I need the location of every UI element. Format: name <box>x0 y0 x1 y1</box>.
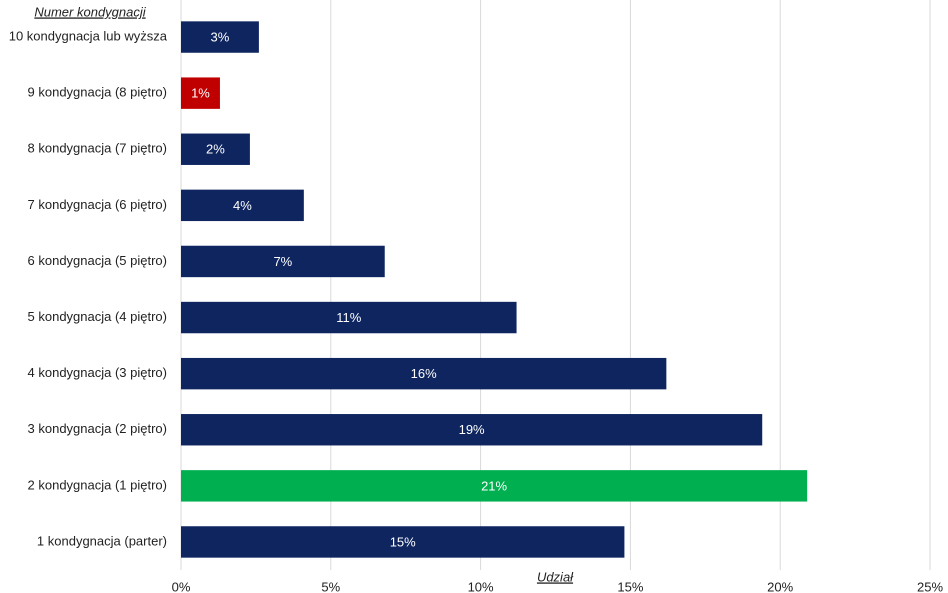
value-label: 3% <box>211 29 230 44</box>
x-tick-label: 25% <box>917 579 943 593</box>
value-label: 16% <box>411 366 437 381</box>
x-tick-label: 20% <box>767 579 793 593</box>
y-tick-label: 6 kondygnacja (5 piętro) <box>28 253 167 268</box>
bar <box>181 526 625 558</box>
x-tick-label: 0% <box>172 579 191 593</box>
value-label: 2% <box>206 142 225 157</box>
value-label: 19% <box>459 422 485 437</box>
y-tick-label: 2 kondygnacja (1 piętro) <box>28 477 167 492</box>
bar <box>181 21 259 53</box>
value-label: 21% <box>481 478 507 493</box>
bar <box>181 77 220 109</box>
value-label: 4% <box>233 198 252 213</box>
bar <box>181 470 808 502</box>
bar <box>181 414 763 446</box>
bar <box>181 357 667 390</box>
value-label: 15% <box>390 534 416 549</box>
value-label: 11% <box>336 310 361 325</box>
x-axis-title: Udział <box>537 569 574 584</box>
y-tick-label: 8 kondygnacja (7 piętro) <box>28 141 167 156</box>
bar <box>181 301 517 334</box>
x-tick-label: 15% <box>617 579 643 593</box>
y-tick-label: 1 kondygnacja (parter) <box>37 533 167 548</box>
y-tick-label: 7 kondygnacja (6 piętro) <box>28 197 167 212</box>
value-label: 1% <box>191 86 210 101</box>
y-axis-title: Numer kondygnacji <box>34 4 146 19</box>
bar <box>181 133 250 165</box>
y-tick-label: 5 kondygnacja (4 piętro) <box>28 309 167 324</box>
y-tick-label: 9 kondygnacja (8 piętro) <box>28 85 167 100</box>
x-tick-label: 10% <box>468 579 494 593</box>
x-tick-label: 5% <box>321 579 340 593</box>
bar <box>181 189 304 222</box>
y-tick-label: 4 kondygnacja (3 piętro) <box>28 365 167 380</box>
bar <box>181 245 385 278</box>
value-label: 7% <box>273 254 292 269</box>
y-tick-label: 10 kondygnacja lub wyższa <box>9 28 168 43</box>
y-tick-label: 3 kondygnacja (2 piętro) <box>28 421 167 436</box>
